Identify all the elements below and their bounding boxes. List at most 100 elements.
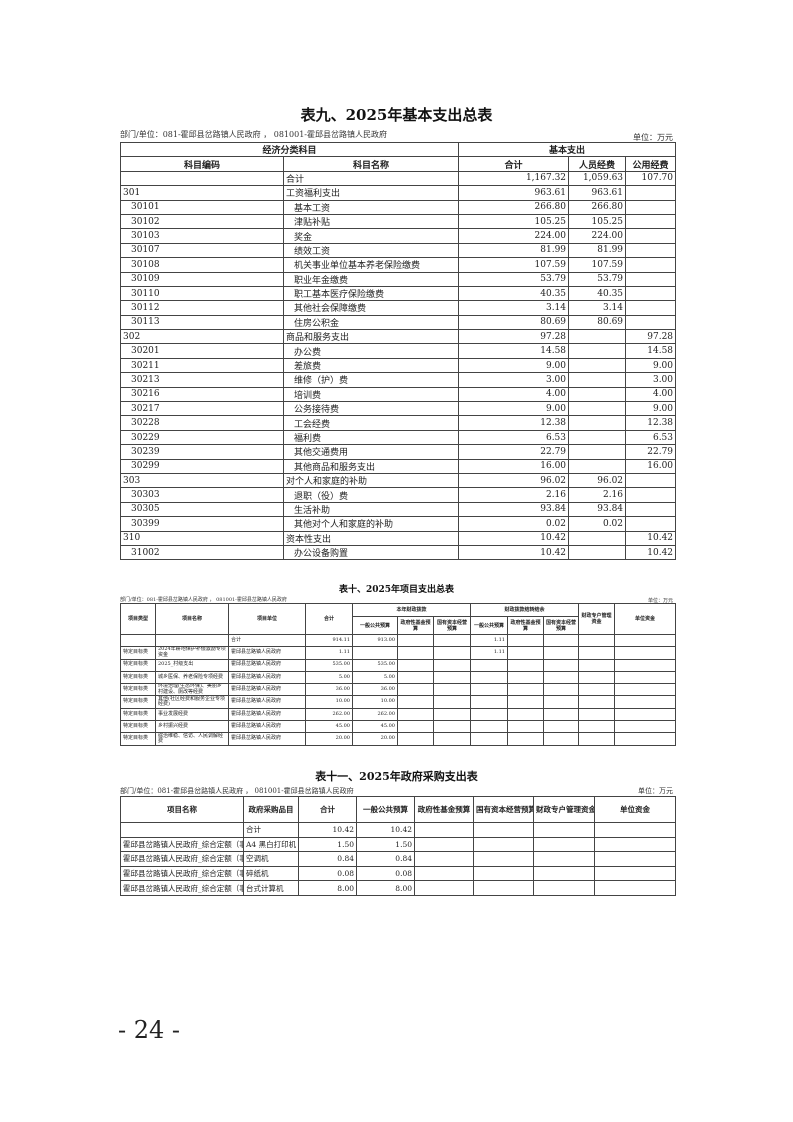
table-cell xyxy=(568,415,627,431)
table9-unit: 单位：万元 xyxy=(633,133,673,142)
table-cell xyxy=(433,732,471,746)
table-cell xyxy=(397,646,434,660)
table-cell: 266.80 xyxy=(458,199,570,215)
table-cell: 特定目标类 xyxy=(120,720,156,734)
table-cell xyxy=(470,720,508,734)
table-row: 30239 其他交通费用 22.79 22.79 xyxy=(120,444,677,460)
table-cell: 262.00 xyxy=(352,707,398,722)
table-cell: 0.02 xyxy=(458,516,570,532)
table-cell: 特定目标类 xyxy=(120,732,156,746)
header-project-name: 项目名称 xyxy=(155,603,229,635)
table-cell: 81.99 xyxy=(458,242,570,259)
table-row: 30108 机关事业单位基本养老保险缴费 107.59 107.59 xyxy=(120,257,677,273)
column-header: 政府性基金预算 xyxy=(414,796,474,823)
table-cell xyxy=(594,822,676,838)
table-row: 30102 津贴补贴 105.25 105.25 xyxy=(120,213,677,230)
table-cell xyxy=(533,822,595,838)
table-cell: 30217 xyxy=(120,401,284,417)
table-cell: 特定目标类 xyxy=(120,695,156,709)
header-public: 公用经费 xyxy=(625,156,677,172)
table-cell xyxy=(578,732,616,746)
header-carry-general-budget: 一般公共预算 xyxy=(470,616,508,635)
table-cell xyxy=(625,300,677,316)
table-cell xyxy=(568,544,627,561)
table-cell: 5.00 xyxy=(352,670,398,685)
table-cell xyxy=(542,707,580,722)
table-cell xyxy=(568,401,627,417)
table-row: 30112 其他社会保障缴费 3.14 3.14 xyxy=(120,300,677,316)
header-project-unit: 项目单位 xyxy=(228,603,306,635)
table-cell xyxy=(578,720,616,734)
table11-title: 表十一、2025年政府采购支出表 xyxy=(315,770,478,783)
table-cell: 8.00 xyxy=(356,880,415,896)
table-cell: 10.42 xyxy=(298,822,357,838)
table-cell: 6.53 xyxy=(625,429,677,446)
table-cell: 1.50 xyxy=(356,836,415,853)
table-cell: 12.38 xyxy=(625,415,677,431)
table9-title: 表九、2025年基本支出总表 xyxy=(300,106,493,124)
table-cell: 30399 xyxy=(120,516,284,532)
table-cell xyxy=(473,865,534,882)
table-cell: 其他(社区经费和服务企业专项经费) xyxy=(155,695,229,709)
table-cell: 3.00 xyxy=(458,372,570,388)
table-row: 30305 生活补助 93.84 93.84 xyxy=(120,501,677,518)
table-cell: 9.00 xyxy=(625,401,677,417)
table-cell: 4.00 xyxy=(458,386,570,403)
table-cell: 特定目标类 xyxy=(120,683,156,697)
table-cell xyxy=(625,516,677,532)
table-cell xyxy=(625,228,677,244)
table-cell: 霍邱县岔路镇人民政府 xyxy=(228,658,306,672)
table-cell: 30102 xyxy=(120,213,284,230)
table-cell: 空调机 xyxy=(243,851,299,867)
table-cell xyxy=(397,658,434,672)
table-cell: 107.59 xyxy=(568,257,627,273)
header-total: 合计 xyxy=(305,603,353,635)
table-cell: 1,167.32 xyxy=(458,170,570,187)
table-cell: 96.02 xyxy=(568,472,627,489)
table-cell xyxy=(625,199,677,215)
table-cell xyxy=(397,670,434,685)
table-cell xyxy=(433,658,471,672)
table-cell: 0.02 xyxy=(568,516,627,532)
table-row: 特定目标类 2024年耕地保护补偿激励专项资金 霍邱县岔路镇人民政府 1.11 1.11 xyxy=(120,646,677,660)
table-cell: 10.42 xyxy=(458,530,570,546)
table-cell: 30213 xyxy=(120,372,284,388)
table-cell xyxy=(397,732,434,746)
table-cell: 工会经费 xyxy=(282,415,460,431)
table-cell xyxy=(542,646,580,660)
table-cell: 30305 xyxy=(120,501,284,518)
table-cell xyxy=(625,257,677,273)
table-cell xyxy=(568,429,627,446)
table-cell xyxy=(507,683,544,697)
table-cell xyxy=(614,670,677,685)
table-cell: 30113 xyxy=(120,314,284,331)
table-cell: 16.00 xyxy=(458,458,570,474)
table-cell: 其他对个人和家庭的补助 xyxy=(282,516,460,532)
table-cell: 53.79 xyxy=(568,271,627,287)
column-header: 单位资金 xyxy=(594,796,676,823)
column-header: 政府采购品目 xyxy=(243,796,299,823)
table-cell xyxy=(542,732,580,746)
table-row: 303 对个人和家庭的补助 96.02 96.02 xyxy=(120,472,677,489)
table-cell: 96.02 xyxy=(458,472,570,489)
header-code: 科目编码 xyxy=(120,156,284,172)
header-special-account: 财政专户管理资金 xyxy=(578,603,616,635)
table-row: 30213 维修（护）费 3.00 3.00 xyxy=(120,372,677,388)
table-cell: 30112 xyxy=(120,300,284,316)
table-cell xyxy=(433,670,471,685)
table-cell xyxy=(594,851,676,867)
table-cell: 10.00 xyxy=(352,695,398,709)
table-cell: 特定目标类 xyxy=(120,658,156,672)
table-cell: 45.00 xyxy=(305,720,353,734)
table-row: 特定目标类 其他(社区经费和服务企业专项经费) 霍邱县岔路镇人民政府 10.00 10.… xyxy=(120,695,677,709)
table-cell xyxy=(614,707,677,722)
table-cell: 1.50 xyxy=(298,836,357,853)
column-header: 一般公共预算 xyxy=(356,796,415,823)
table-cell: 9.00 xyxy=(625,357,677,374)
table-cell: 商品和服务支出 xyxy=(282,329,460,345)
table-cell xyxy=(507,695,544,709)
table-cell xyxy=(397,633,434,648)
table-row: 30103 奖金 224.00 224.00 xyxy=(120,228,677,244)
